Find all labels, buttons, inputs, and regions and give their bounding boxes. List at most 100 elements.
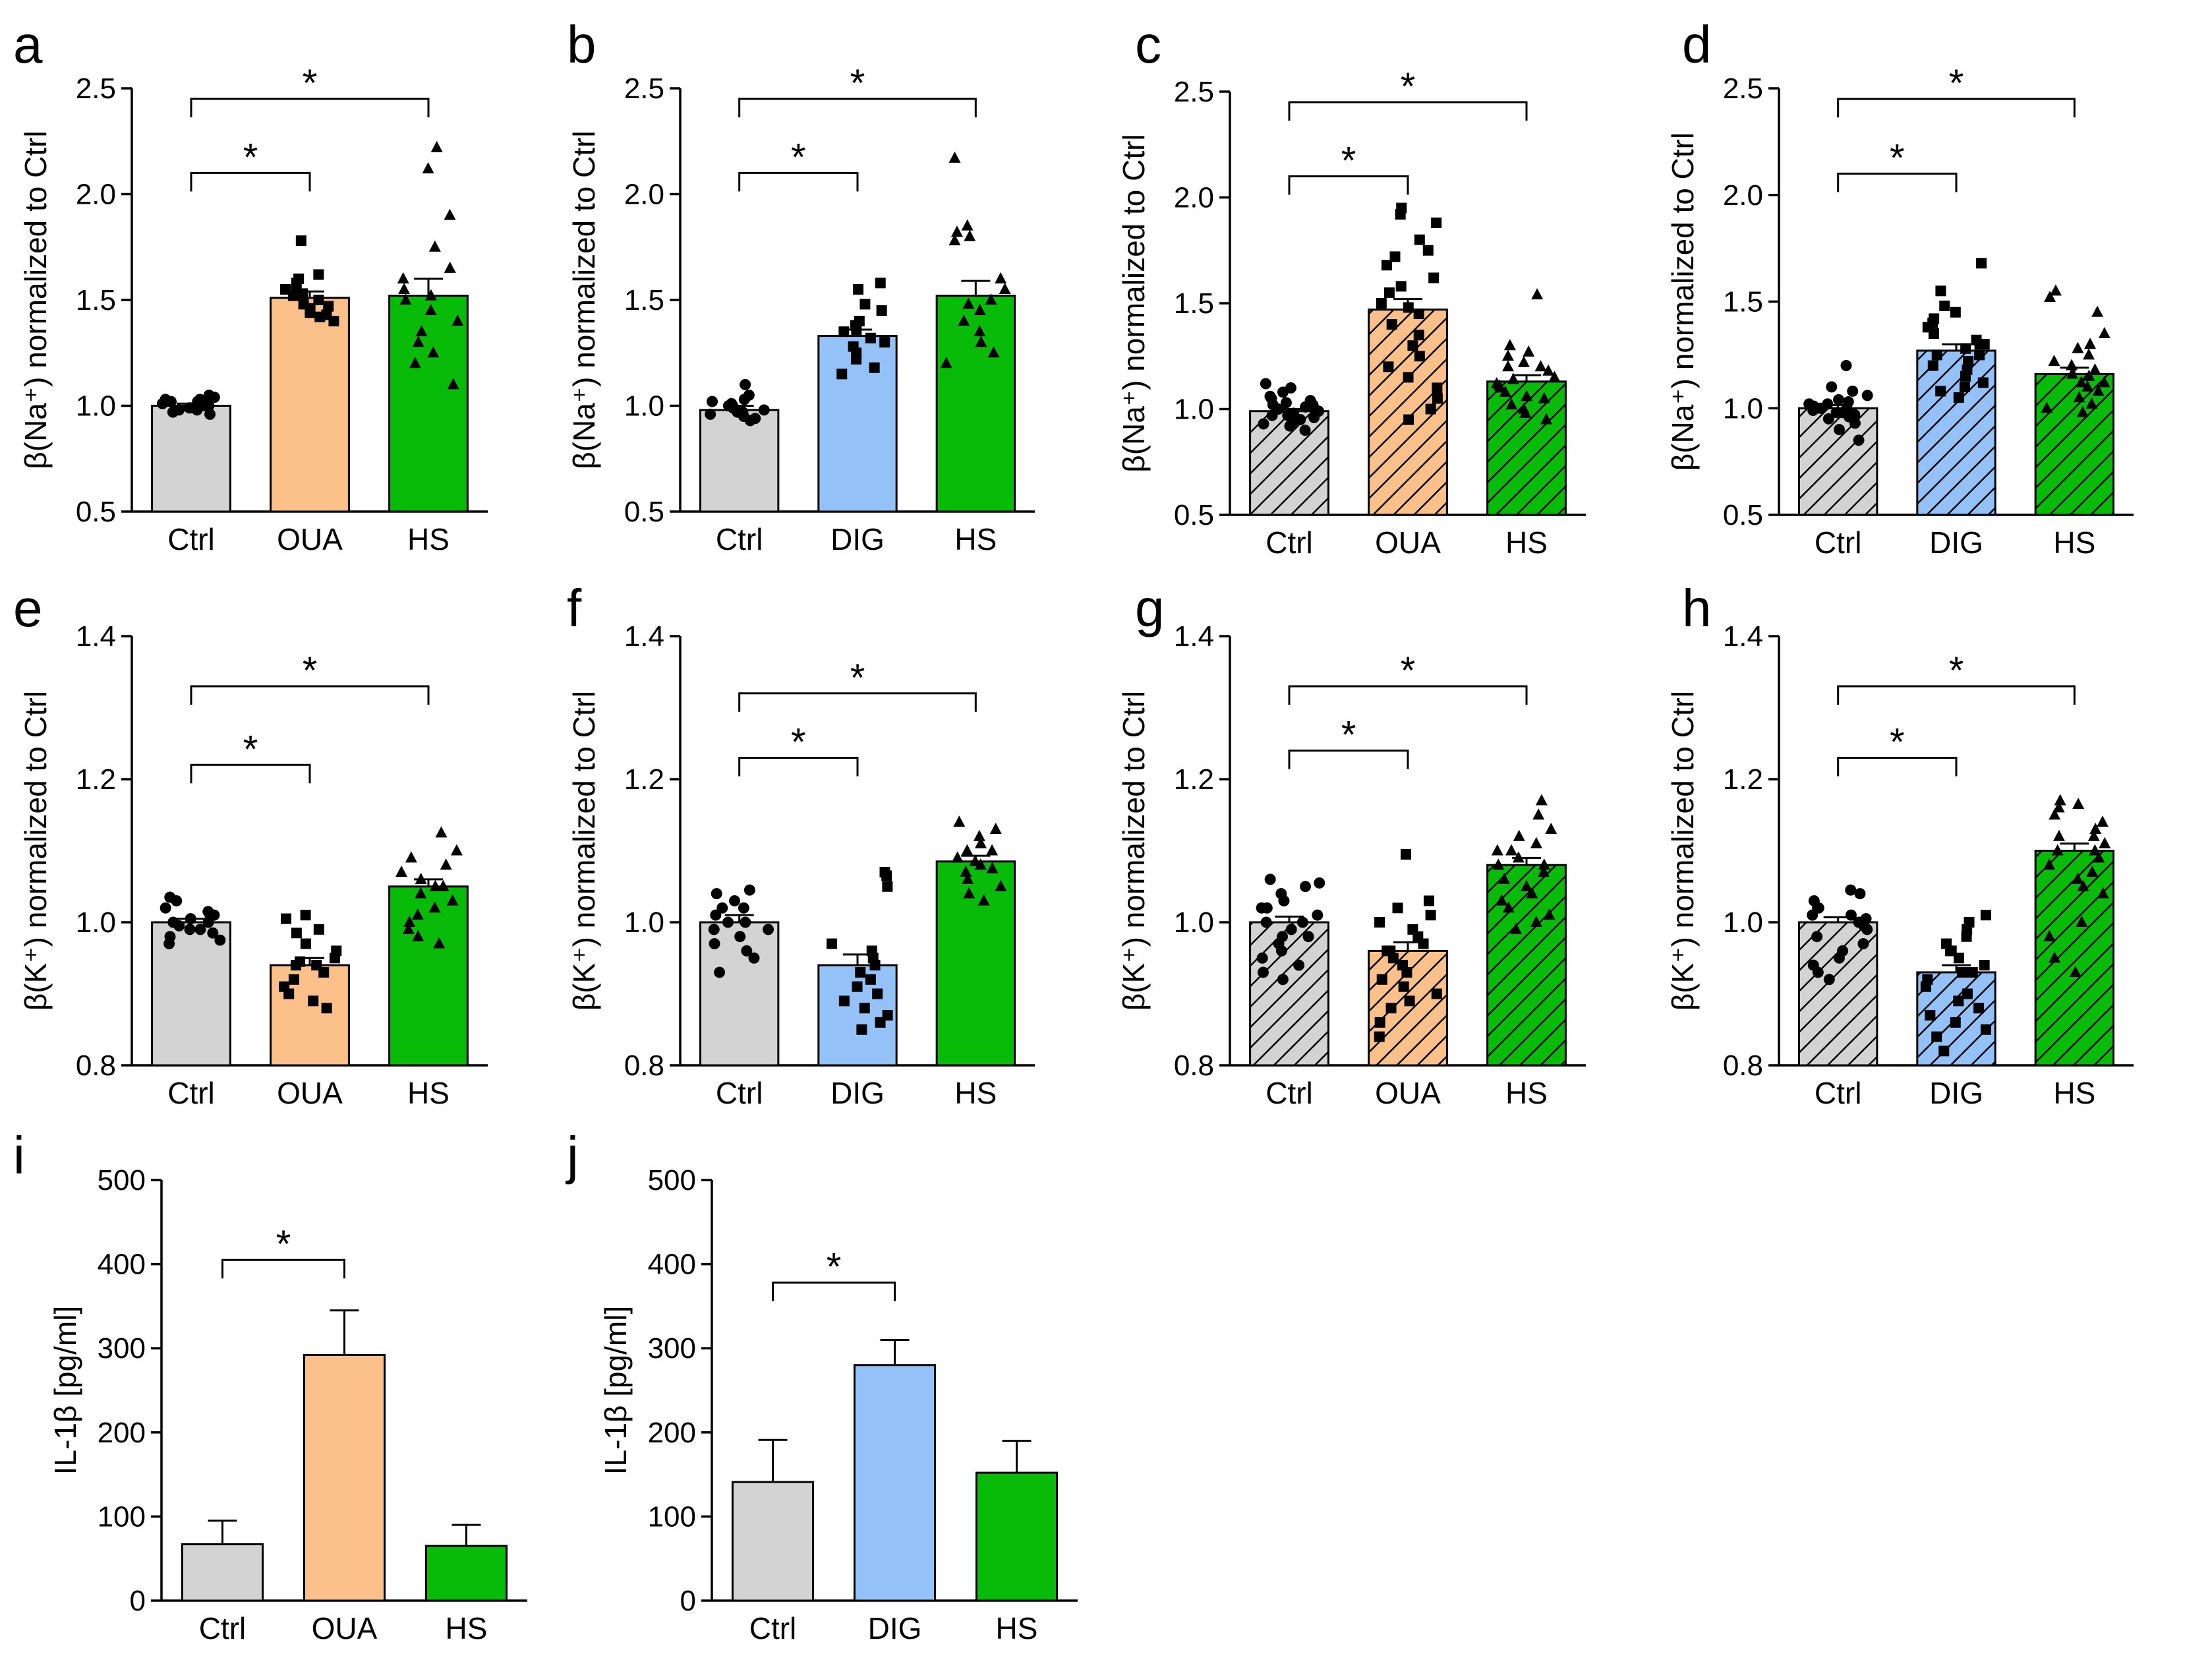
data-point (427, 346, 440, 358)
data-point (974, 304, 986, 316)
data-point (398, 282, 411, 294)
data-point (1431, 218, 1442, 229)
data-point (2087, 829, 2100, 841)
data-point (1308, 411, 1320, 423)
bar-ctrl (1249, 921, 1329, 1067)
data-point (429, 879, 442, 891)
data-point (295, 235, 306, 247)
data-point (1389, 251, 1401, 262)
data-point (424, 304, 437, 316)
x-category-label: Ctrl (167, 522, 215, 556)
data-point (1521, 390, 1533, 401)
x-category-label: OUA (277, 522, 343, 556)
data-point (1538, 392, 1550, 403)
y-axis-title: β(Na⁺) normalized to Ctrl (1117, 134, 1151, 472)
y-tick-label: 0.8 (76, 1050, 116, 1082)
x-category-label: OUA (1375, 1076, 1441, 1110)
bar-ctrl (181, 1543, 264, 1602)
data-point (1535, 794, 1548, 806)
data-point (1278, 895, 1290, 906)
significance-star: * (303, 62, 318, 105)
significance-star: * (276, 1223, 291, 1266)
significance-bracket (221, 1258, 345, 1279)
x-category-label: DIG (830, 522, 885, 556)
bar-dig (1916, 349, 1996, 516)
significance-star: * (1341, 714, 1356, 757)
data-point (1517, 355, 1530, 367)
data-point (872, 988, 883, 999)
data-point (297, 288, 308, 299)
x-category-label: Ctrl (167, 1076, 215, 1110)
data-point (163, 938, 175, 950)
y-tick-label: 2.0 (1174, 182, 1214, 214)
data-point (882, 881, 893, 892)
x-category-label: OUA (312, 1611, 378, 1645)
data-point (1260, 916, 1272, 928)
data-point (415, 887, 427, 899)
data-point (995, 272, 1007, 283)
data-point (1833, 424, 1845, 436)
data-point (1293, 959, 1305, 971)
data-point (395, 866, 408, 877)
data-point (1502, 901, 1515, 913)
x-category-label: HS (1505, 1076, 1548, 1110)
data-point (1523, 345, 1535, 357)
data-point (1300, 401, 1312, 413)
y-tick-label: 1.5 (76, 284, 116, 316)
data-point (962, 872, 974, 884)
data-point (1260, 378, 1271, 390)
data-point (1376, 298, 1387, 309)
data-point (305, 307, 316, 318)
data-point (1403, 372, 1414, 383)
data-point (1302, 931, 1314, 943)
data-point (194, 924, 206, 935)
data-point (1413, 330, 1424, 341)
data-point (740, 378, 751, 390)
data-point (758, 404, 770, 416)
data-point (977, 894, 990, 906)
significance-bracket (190, 171, 311, 192)
data-point (2069, 965, 2081, 977)
panel-letter: a (13, 15, 43, 74)
bar-ctrl (731, 1481, 815, 1602)
data-point (1920, 981, 1931, 992)
y-tick-label: 1.0 (76, 906, 116, 939)
data-point (1422, 245, 1434, 256)
data-point (1510, 922, 1523, 934)
data-point (1807, 909, 1819, 921)
data-point (948, 234, 961, 246)
data-point (1959, 381, 1970, 392)
data-point (208, 392, 220, 403)
data-point (1267, 399, 1279, 411)
data-point (1491, 844, 1503, 856)
data-point (1258, 418, 1269, 430)
data-point (403, 916, 416, 927)
y-tick-label: 1.0 (1723, 392, 1763, 425)
data-point (435, 826, 448, 838)
data-point (185, 402, 196, 414)
data-point (2096, 815, 2109, 827)
x-category-label: Ctrl (1815, 1076, 1862, 1110)
data-point (853, 283, 864, 295)
data-point (428, 901, 441, 913)
data-point (1537, 866, 1550, 877)
data-point (2072, 872, 2084, 884)
data-point (1977, 377, 1989, 388)
bar-oua (303, 1353, 386, 1602)
significance-bracket (1288, 101, 1528, 121)
data-point (729, 895, 741, 906)
significance-bracket (1288, 175, 1409, 195)
data-point (732, 406, 743, 418)
panel-h: h 0.8 1.0 1.2 1.4 β(K⁺) normalized to Ctrl Ctr… (1666, 579, 2134, 1110)
data-point (1841, 402, 1853, 414)
data-point (1256, 952, 1268, 964)
data-point (2097, 887, 2109, 899)
data-point (173, 404, 185, 416)
data-point (1296, 916, 1308, 928)
data-point (1853, 434, 1865, 446)
x-category-label: DIG (830, 1076, 885, 1110)
data-point (1950, 1017, 1961, 1028)
data-point (1277, 974, 1289, 986)
data-point (1284, 420, 1296, 432)
data-point (1823, 974, 1835, 986)
